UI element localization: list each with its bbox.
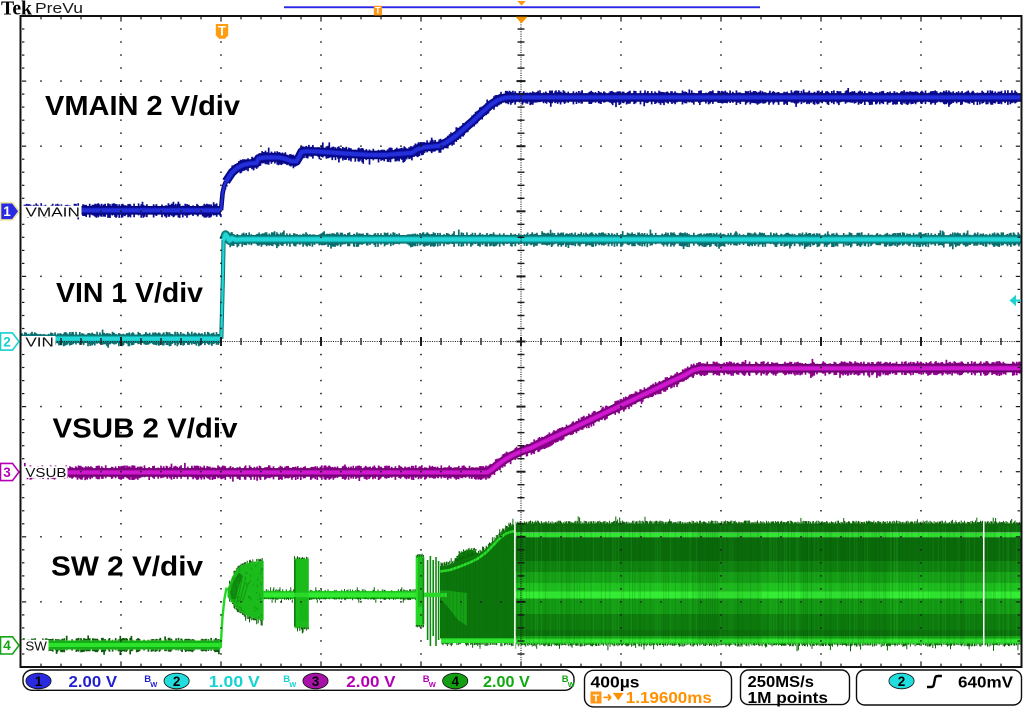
svg-text:Tek: Tek — [1, 0, 33, 20]
svg-text:1M points: 1M points — [748, 690, 829, 707]
svg-text:640mV: 640mV — [958, 675, 1013, 692]
svg-text:B: B — [283, 674, 290, 685]
svg-text:1.19600ms: 1.19600ms — [626, 690, 712, 707]
svg-text:B: B — [423, 674, 430, 685]
svg-text:VSUB 2 V/div: VSUB 2 V/div — [53, 413, 238, 444]
svg-text:VMAIN 2 V/div: VMAIN 2 V/div — [45, 90, 240, 121]
svg-text:VIN 1 V/div: VIN 1 V/div — [56, 277, 203, 308]
svg-text:W: W — [289, 680, 297, 689]
svg-text:W: W — [150, 680, 158, 689]
svg-text:SW: SW — [25, 639, 47, 653]
svg-text:3: 3 — [3, 465, 11, 480]
svg-text:1.00 V: 1.00 V — [209, 674, 260, 691]
svg-text:T: T — [375, 5, 381, 15]
svg-text:VSUB: VSUB — [25, 466, 66, 480]
svg-text:VIN: VIN — [25, 336, 54, 350]
svg-text:T: T — [593, 693, 600, 705]
svg-text:T: T — [218, 24, 227, 39]
svg-text:W: W — [568, 680, 576, 689]
svg-text:W: W — [429, 680, 437, 689]
svg-text:PreVu: PreVu — [35, 0, 83, 17]
svg-text:B: B — [562, 674, 569, 685]
svg-text:2.00 V: 2.00 V — [483, 674, 530, 691]
svg-text:VMAIN: VMAIN — [25, 205, 80, 219]
svg-text:4: 4 — [451, 674, 459, 689]
svg-text:2: 2 — [898, 674, 906, 689]
svg-text:2: 2 — [3, 334, 11, 349]
svg-text:3: 3 — [312, 674, 320, 689]
svg-text:400µs: 400µs — [591, 674, 640, 691]
svg-text:250MS/s: 250MS/s — [748, 674, 815, 691]
svg-text:4: 4 — [3, 638, 11, 653]
svg-text:1: 1 — [3, 204, 11, 219]
svg-text:1: 1 — [35, 674, 43, 689]
svg-text:2: 2 — [173, 674, 181, 689]
svg-text:B: B — [144, 674, 151, 685]
svg-text:2.00 V: 2.00 V — [346, 674, 396, 691]
svg-text:SW 2 V/div: SW 2 V/div — [51, 551, 203, 582]
svg-text:2.00 V: 2.00 V — [69, 674, 118, 691]
